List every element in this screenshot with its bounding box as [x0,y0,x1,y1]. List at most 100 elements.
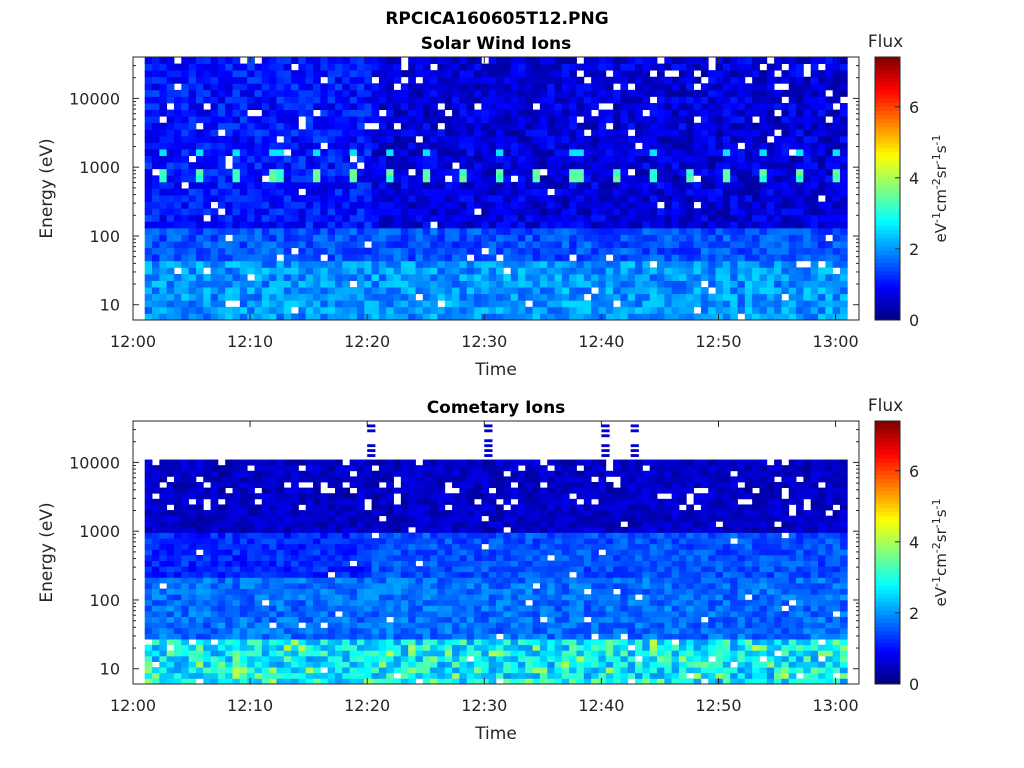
heatmap-cell [796,201,804,209]
heatmap-cell [144,476,153,483]
heatmap-cell [393,116,402,124]
heatmap-cell [334,504,343,511]
heatmap-cell [327,498,336,505]
heatmap-cell [239,644,248,651]
heatmap-cell [371,175,380,183]
heatmap-cell [686,135,694,143]
heatmap-cell [415,227,424,235]
heatmap-cell [254,254,263,262]
heatmap-cell [810,70,819,78]
heatmap-cell [671,267,680,275]
heatmap-cell [613,57,621,64]
heatmap-cell [525,103,533,110]
heatmap-cell [247,254,255,262]
heatmap-cell [554,188,563,196]
heatmap-cell [605,181,614,189]
heatmap-cell [269,83,277,91]
heatmap-cell [291,504,299,511]
heatmap-cell [444,142,453,150]
heatmap-cell [232,168,241,176]
heatmap-cell [554,260,563,268]
heatmap-cell [657,247,665,255]
heatmap-cell [247,168,255,176]
heatmap-cell [334,510,343,517]
heatmap-cell [605,201,614,209]
heatmap-cell [737,96,746,104]
heatmap-cell [144,661,153,668]
heatmap-cell [796,70,804,78]
heatmap-cell [452,83,460,91]
heatmap-cell [430,57,438,64]
heatmap-cell [810,280,819,288]
heatmap-cell [371,103,380,110]
heatmap-cell [810,254,819,262]
heatmap-cell [232,70,241,78]
heatmap-cell [547,76,555,84]
heatmap-cell [532,293,541,301]
heatmap-cell [349,129,358,137]
heatmap-cell [481,135,490,143]
heatmap-cell [774,122,782,130]
heatmap-cell [664,195,673,203]
heatmap-cell [444,135,453,143]
heatmap-cell [210,616,219,623]
heatmap-cell [554,201,563,209]
heatmap-cell [144,306,153,314]
heatmap-cell [195,611,204,618]
heatmap-cell [269,566,277,573]
heatmap-cell [605,287,614,295]
heatmap-cell [327,273,336,281]
heatmap-cell [708,300,716,308]
heatmap-cell [203,633,211,640]
heatmap-cell [459,234,468,242]
heatmap-cell [269,554,277,561]
heatmap-cell [159,616,168,623]
heatmap-cell [217,135,226,143]
heatmap-cell [525,267,533,275]
heatmap-cell [334,208,343,216]
heatmap-cell [657,109,665,117]
heatmap-cell [261,560,270,567]
heatmap-cell [818,267,826,275]
heatmap-cell [430,287,438,295]
heatmap-cell [539,162,548,170]
heatmap-cell [173,672,182,679]
heatmap-cell [327,493,336,500]
heatmap-cell [642,260,651,268]
heatmap-cell [832,149,841,157]
heatmap-cell [327,234,336,242]
heatmap-cell [744,267,753,275]
heatmap-cell [400,70,409,78]
heatmap-cell [598,63,607,71]
heatmap-cell [305,504,314,511]
heatmap-cell [664,89,673,97]
heatmap-cell [503,175,512,183]
heatmap-cell [664,109,673,117]
heatmap-cell [195,560,204,567]
heatmap-cell [415,300,424,308]
heatmap-cell [203,487,211,494]
heatmap-cell [305,122,314,130]
heatmap-cell [752,241,760,249]
heatmap-cell [327,510,336,517]
heatmap-cell [437,227,446,235]
heatmap-cell [693,254,702,262]
heatmap-cell [496,188,504,196]
heatmap-cell [349,633,358,640]
heatmap-cell [254,532,263,539]
heatmap-cell [730,267,738,275]
heatmap-cell [444,280,453,288]
heatmap-cell [503,260,512,268]
heatmap-cell [210,543,219,550]
heatmap-cell [188,678,197,685]
heatmap-cell [613,168,621,176]
heatmap-cell [496,227,504,235]
heatmap-cell [825,83,834,91]
heatmap-cell [774,149,782,157]
heatmap-cell [144,515,153,522]
heatmap-cell [217,515,226,522]
heatmap-cell [313,639,321,646]
heatmap-cell [459,70,468,78]
heatmap-cell [349,241,358,249]
heatmap-cell [678,135,687,143]
